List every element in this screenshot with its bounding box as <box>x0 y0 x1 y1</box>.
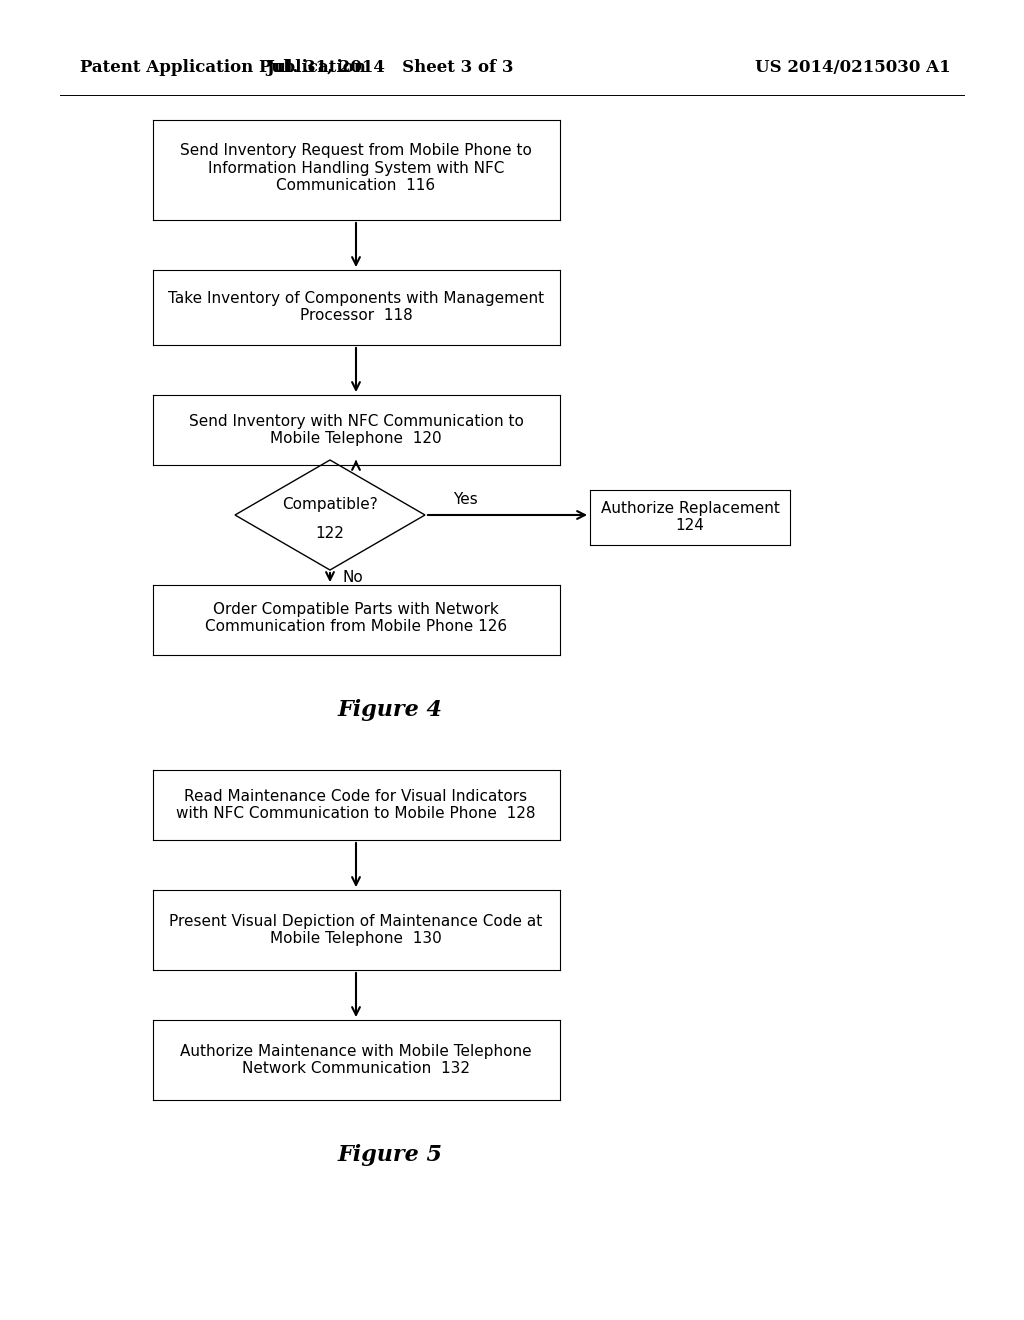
Text: Send Inventory Request from Mobile Phone to
Information Handling System with NFC: Send Inventory Request from Mobile Phone… <box>180 143 531 193</box>
Text: Authorize Replacement
124: Authorize Replacement 124 <box>600 500 779 533</box>
Text: Figure 4: Figure 4 <box>338 700 442 721</box>
Text: 122: 122 <box>315 525 344 540</box>
Text: Jul. 31, 2014   Sheet 3 of 3: Jul. 31, 2014 Sheet 3 of 3 <box>266 59 514 77</box>
Text: Present Visual Depiction of Maintenance Code at
Mobile Telephone  130: Present Visual Depiction of Maintenance … <box>169 913 543 946</box>
Polygon shape <box>234 459 425 570</box>
Text: Compatible?: Compatible? <box>283 498 378 512</box>
Text: Authorize Maintenance with Mobile Telephone
Network Communication  132: Authorize Maintenance with Mobile Teleph… <box>180 1044 531 1076</box>
Text: Figure 5: Figure 5 <box>338 1144 442 1166</box>
Text: US 2014/0215030 A1: US 2014/0215030 A1 <box>755 59 950 77</box>
Text: Patent Application Publication: Patent Application Publication <box>80 59 366 77</box>
Text: Take Inventory of Components with Management
Processor  118: Take Inventory of Components with Manage… <box>168 290 544 323</box>
Text: Read Maintenance Code for Visual Indicators
with NFC Communication to Mobile Pho: Read Maintenance Code for Visual Indicat… <box>176 789 536 821</box>
Text: Yes: Yes <box>453 492 478 507</box>
Text: No: No <box>342 570 362 586</box>
Text: Order Compatible Parts with Network
Communication from Mobile Phone 126: Order Compatible Parts with Network Comm… <box>205 602 507 634</box>
Text: Send Inventory with NFC Communication to
Mobile Telephone  120: Send Inventory with NFC Communication to… <box>188 413 523 446</box>
